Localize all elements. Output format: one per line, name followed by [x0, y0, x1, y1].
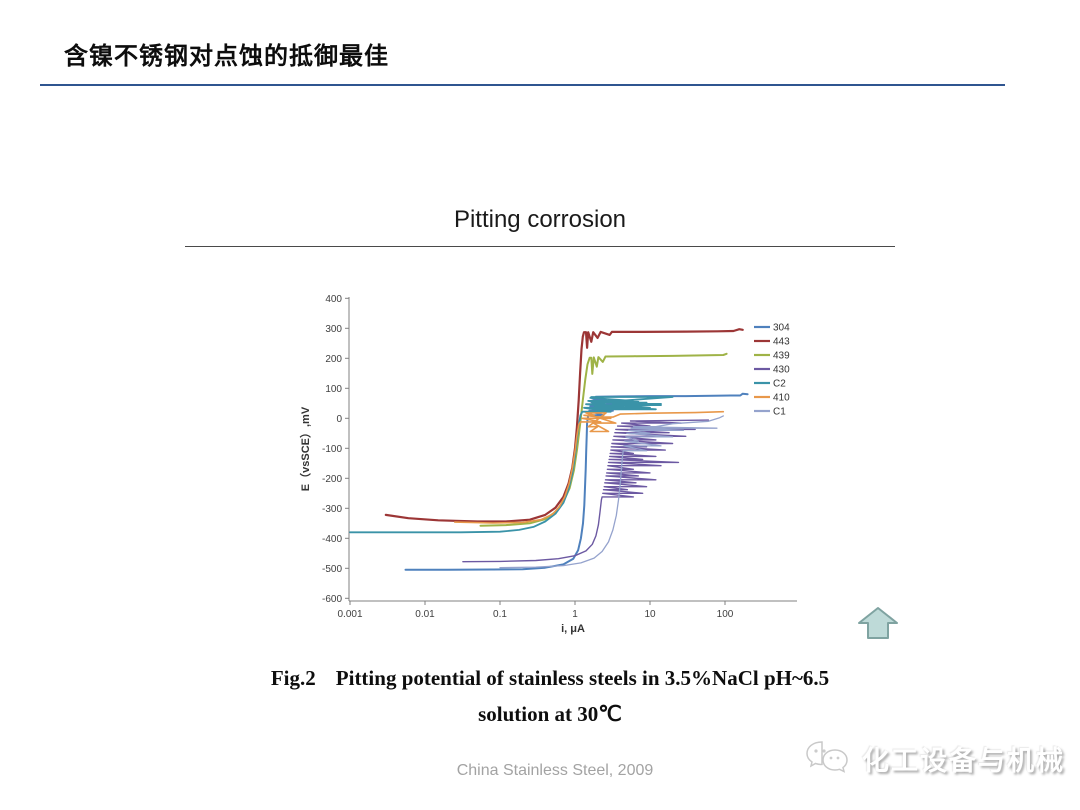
y-tick-label: -600 — [322, 594, 342, 605]
series-line-430 — [462, 419, 710, 563]
figure-caption-line1: Fig.2 Pitting potential of stainless stee… — [60, 660, 1040, 696]
legend-label-C1: C1 — [773, 407, 786, 418]
x-tick-label: 0.1 — [493, 609, 507, 620]
watermark-text: 化工设备与机械 — [862, 745, 1065, 776]
series-line-C2 — [349, 396, 674, 534]
legend-label-439: 439 — [773, 351, 790, 362]
wechat-eye-4 — [836, 756, 840, 760]
up-arrow-shape[interactable] — [858, 607, 898, 639]
figure-caption-line2: solution at 30℃ — [478, 702, 622, 726]
y-tick-label: -300 — [322, 504, 342, 515]
series-line-410 — [454, 410, 725, 524]
up-arrow-icon[interactable] — [855, 605, 901, 642]
y-tick-label: -100 — [322, 444, 342, 455]
y-tick-label: 400 — [325, 294, 342, 305]
y-tick-label: -200 — [322, 474, 342, 485]
x-tick-label: 100 — [717, 609, 734, 620]
wechat-bubble-small — [822, 749, 848, 773]
figure-caption-text: Pitting potential of stainless steels in… — [335, 666, 830, 690]
wechat-bubble-large — [806, 741, 823, 768]
wechat-eye-1 — [814, 749, 818, 753]
legend-label-430: 430 — [773, 365, 790, 376]
y-tick-label: 300 — [325, 324, 342, 335]
figure-caption: Fig.2 Pitting potential of stainless stee… — [60, 660, 1040, 732]
legend-label-443: 443 — [773, 337, 790, 348]
series-line-C1 — [499, 415, 724, 569]
legend-label-304: 304 — [773, 323, 790, 334]
x-tick-label: 10 — [644, 609, 656, 620]
footer-credit: China Stainless Steel, 2009 — [456, 762, 654, 779]
chart-title-underline — [185, 246, 895, 247]
y-tick-label: 200 — [325, 354, 342, 365]
x-tick-label: 0.001 — [337, 609, 362, 620]
figure-number: Fig.2 — [270, 666, 316, 690]
series-line-443 — [384, 328, 744, 523]
chart-title: Pitting corrosion — [453, 206, 627, 233]
y-tick-label: 100 — [325, 384, 342, 395]
corrosion-chart: 400 300 200 100 0 -100 -200 -300 -400 -500 -600 0.0… — [299, 294, 797, 635]
series-line-439 — [479, 352, 728, 527]
wechat-logo-icon — [806, 741, 848, 773]
header-rule — [40, 84, 1005, 86]
wechat-eye-2 — [822, 749, 826, 753]
wechat-eye-3 — [829, 756, 833, 760]
x-tick-label: 0.01 — [415, 609, 435, 620]
x-axis-title: i, μA — [561, 623, 585, 635]
watermark: 化工设备与机械 — [802, 736, 1065, 780]
y-tick-label: -500 — [322, 564, 342, 575]
slide-title: 含镍不锈钢对点蚀的抵御最佳 — [64, 43, 389, 70]
y-axis-title: E（vsSCE）,mV — [299, 406, 312, 491]
y-tick-label: -400 — [322, 534, 342, 545]
y-tick-label: 0 — [336, 414, 342, 425]
x-tick-label: 1 — [572, 609, 578, 620]
legend-label-C2: C2 — [773, 379, 786, 390]
legend-label-410: 410 — [773, 393, 790, 404]
